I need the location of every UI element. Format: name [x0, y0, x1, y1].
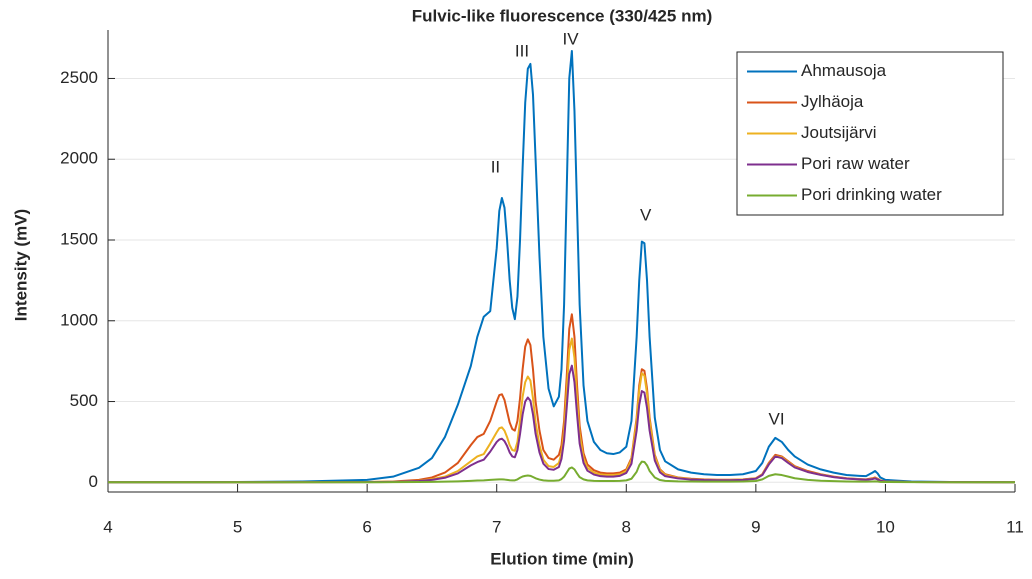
- legend-label: Jylhäoja: [801, 92, 864, 111]
- x-tick-label: 5: [233, 517, 242, 536]
- y-tick-label: 2000: [60, 149, 98, 168]
- peak-label: III: [515, 41, 529, 60]
- peak-label: V: [640, 205, 652, 224]
- x-tick-label: 8: [622, 517, 631, 536]
- series-line: [108, 364, 1016, 484]
- legend-label: Pori raw water: [801, 154, 910, 173]
- x-tick-label: 6: [362, 517, 371, 536]
- legend-label: Ahmausoja: [801, 61, 887, 80]
- legend-label: Joutsijärvi: [801, 123, 877, 142]
- x-tick-label: 10: [876, 517, 895, 536]
- series-line: [108, 50, 1016, 484]
- peak-label: II: [491, 157, 500, 176]
- chart-title: Fulvic-like fluorescence (330/425 nm): [412, 6, 712, 25]
- x-tick-label: 11: [1006, 517, 1024, 536]
- peak-label: IV: [563, 29, 580, 48]
- x-tick-label: 4: [103, 517, 112, 536]
- y-tick-label: 2500: [60, 68, 98, 87]
- y-tick-label: 500: [70, 391, 98, 410]
- peak-label: VI: [769, 409, 785, 428]
- x-tick-label: 9: [751, 517, 760, 536]
- y-tick-label: 0: [89, 472, 98, 491]
- legend-label: Pori drinking water: [801, 185, 942, 204]
- x-axis-label: Elution time (min): [490, 549, 634, 568]
- legend: Ahmausoja Jylhäoja Joutsijärvi Pori raw wat…: [736, 51, 1004, 216]
- y-axis-label: Intensity (mV): [11, 209, 30, 321]
- y-tick-label: 1000: [60, 310, 98, 329]
- x-tick-label: 7: [492, 517, 501, 536]
- series-line: [108, 460, 1015, 484]
- y-tick-label: 1500: [60, 229, 98, 248]
